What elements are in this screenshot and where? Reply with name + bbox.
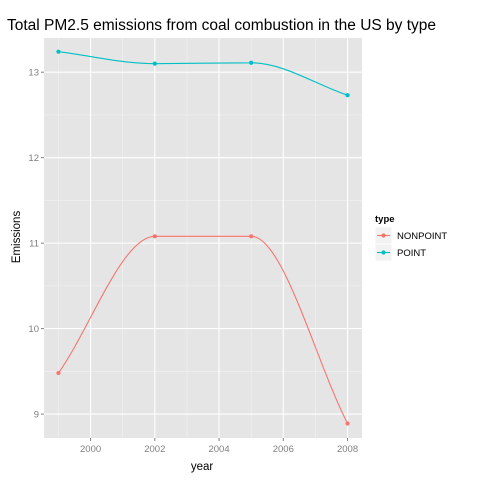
x-tick-label: 2004	[208, 444, 229, 455]
data-point	[249, 60, 254, 65]
legend: type NONPOINT POINT	[374, 214, 447, 262]
y-tick-label: 10	[28, 324, 39, 335]
series-point	[56, 49, 350, 98]
legend-item-nonpoint: NONPOINT	[374, 226, 447, 245]
data-point	[56, 370, 61, 376]
series-layer	[56, 49, 350, 426]
legend-key-point	[381, 250, 386, 255]
data-point	[152, 61, 157, 66]
grid-major	[44, 38, 362, 438]
legend-key-point	[381, 233, 386, 238]
x-tick-label: 2008	[337, 444, 358, 455]
data-point	[152, 234, 157, 239]
series-line	[58, 51, 348, 96]
legend-item-point: POINT	[374, 243, 426, 262]
plot-panel	[44, 38, 362, 438]
data-point	[345, 93, 350, 98]
x-axis: 2000 2002 2004 2006 2008	[80, 438, 358, 455]
x-axis-title: year	[191, 461, 214, 473]
y-axis: 9 10 11 12 13	[28, 68, 44, 421]
legend-label: NONPOINT	[397, 231, 447, 242]
chart-title: Total PM2.5 emissions from coal combusti…	[7, 17, 436, 34]
y-tick-label: 12	[28, 153, 39, 164]
data-point	[345, 421, 350, 426]
y-axis-title: Emissions	[11, 211, 23, 264]
series-nonpoint	[56, 234, 350, 426]
y-tick-label: 9	[34, 410, 39, 421]
y-tick-label: 13	[28, 68, 39, 79]
x-tick-label: 2000	[80, 444, 101, 455]
grid-minor	[44, 38, 362, 438]
legend-title: type	[375, 214, 395, 225]
data-point	[56, 49, 61, 54]
series-line	[58, 235, 349, 424]
data-point	[249, 234, 254, 239]
x-tick-label: 2002	[144, 444, 165, 455]
legend-label: POINT	[397, 248, 426, 259]
x-tick-label: 2006	[273, 444, 294, 455]
y-tick-label: 11	[29, 239, 39, 250]
